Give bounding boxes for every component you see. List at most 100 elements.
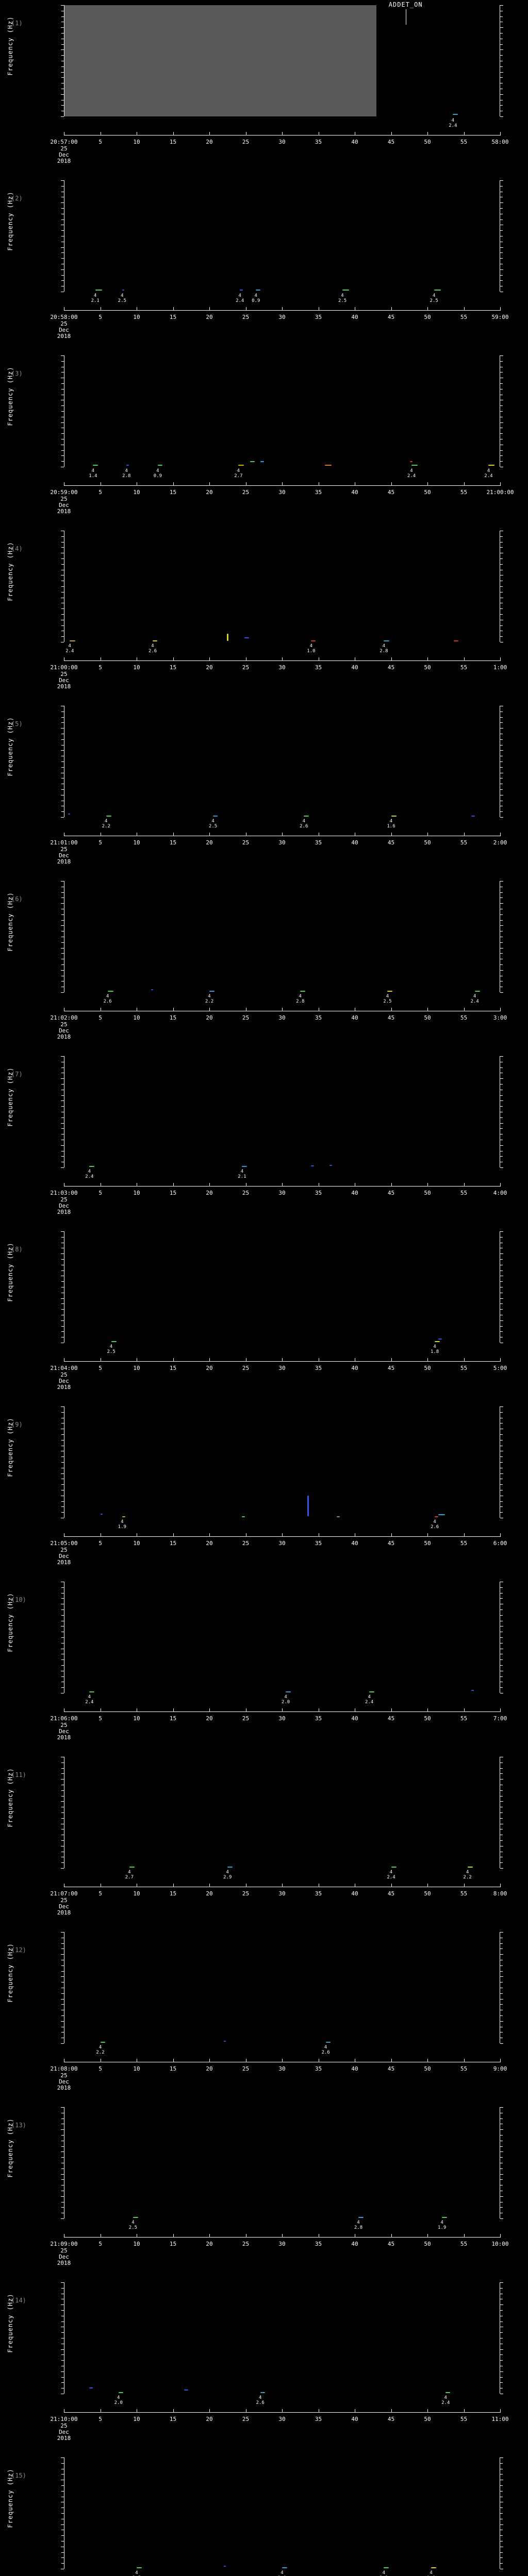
detection-count: 4 — [430, 2570, 433, 2575]
y-tick-major-right — [500, 247, 503, 248]
detection-count: 4 — [125, 468, 128, 473]
spectral-blob — [435, 1516, 439, 1518]
x-tick-label: 15 — [169, 664, 177, 671]
y-tick-minor-right — [500, 1484, 503, 1485]
spectral-blob — [89, 1165, 95, 1167]
y-tick-minor-right — [500, 1506, 503, 1507]
x-tick-label: 45 — [387, 1540, 395, 1547]
x-tick-label: 15 — [169, 839, 177, 846]
x-tick-label: 20 — [206, 139, 213, 145]
y-tick-major — [61, 1976, 64, 1977]
spectral-blob — [89, 2387, 93, 2389]
spectral-blob — [467, 1866, 473, 1868]
detection-count: 4 — [368, 1694, 371, 1700]
x-tick — [391, 1533, 392, 1537]
spectrogram-panel: 02004006008001000Frequency (Hz)(10)42.44… — [0, 1582, 528, 1757]
y-tick-minor — [61, 1462, 64, 1463]
x-axis-date: 25 Dec 2018 — [57, 671, 71, 690]
x-axis-date-part: Dec — [59, 502, 69, 509]
y-tick-minor-right — [500, 2288, 503, 2289]
x-tick — [209, 2234, 210, 2238]
x-tick-label: 5 — [98, 2416, 102, 2422]
spectrogram-panel: 02004006008001000Frequency (Hz)(1)42.420… — [0, 1, 528, 180]
x-tick — [209, 657, 210, 661]
x-tick-label: 30 — [278, 139, 286, 145]
x-tick-label: 35 — [315, 1014, 322, 1021]
x-tick — [427, 2059, 428, 2062]
y-tick-major-right — [500, 1954, 503, 1955]
x-tick — [209, 1183, 210, 1187]
detection-magnitude: 2.5 — [383, 999, 392, 1004]
y-tick-minor — [61, 44, 64, 45]
y-tick-minor-right — [500, 1462, 503, 1463]
x-tick-label: 30 — [278, 1190, 286, 1196]
x-axis-date-part: Dec — [59, 1553, 69, 1560]
detection-label: 4 2.8 — [122, 468, 130, 479]
y-tick-minor-right — [500, 1943, 503, 1944]
detection-count: 4 — [432, 293, 436, 298]
y-tick-major — [61, 1473, 64, 1474]
x-tick-label: 20 — [206, 489, 213, 496]
y-tick-minor — [61, 1773, 64, 1774]
y-tick-minor — [61, 1659, 64, 1660]
y-axis-title: Frequency (Hz) — [7, 892, 14, 952]
x-tick-label: 40 — [351, 314, 358, 320]
y-tick-minor-right — [500, 1512, 503, 1513]
x-axis-end-time: 58:00 — [491, 139, 509, 145]
x-tick-label: 25 — [242, 1715, 250, 1722]
y-tick-major-right — [500, 2107, 503, 2108]
plot-area — [64, 1932, 500, 2043]
spectral-blob — [411, 465, 418, 466]
spectral-blob — [100, 1514, 103, 1515]
y-tick-minor-right — [500, 2552, 503, 2553]
panel-index-label: (2) — [11, 195, 23, 202]
x-tick-label: 30 — [278, 664, 286, 671]
x-tick — [427, 657, 428, 661]
x-axis-start-time: 20:58:00 — [50, 314, 78, 320]
x-axis-date-part: 2018 — [57, 158, 71, 164]
x-tick — [173, 132, 174, 135]
detection-label: 4 2.0 — [114, 2395, 123, 2405]
x-tick-label: 30 — [278, 1365, 286, 1371]
spectral-blob — [307, 1495, 309, 1516]
x-tick — [282, 1008, 283, 1011]
spectral-blob — [224, 2565, 226, 2567]
y-tick-major — [61, 1167, 64, 1168]
spectral-blob — [137, 2567, 142, 2568]
y-tick-minor — [61, 564, 64, 565]
y-tick-major-right — [500, 2371, 503, 2372]
y-tick-minor-right — [500, 1768, 503, 1769]
x-tick-label: 35 — [315, 314, 322, 320]
y-tick-minor — [61, 2321, 64, 2322]
detection-count: 4 — [382, 643, 386, 649]
y-tick-minor-right — [500, 558, 503, 559]
y-tick-minor — [61, 614, 64, 615]
x-axis-date-part: 25 — [60, 1722, 68, 1728]
x-tick-label: 35 — [315, 1890, 322, 1897]
y-tick-major — [61, 2129, 64, 2130]
spectral-blob — [68, 813, 71, 815]
y-tick-major — [61, 881, 64, 882]
y-tick-minor-right — [500, 1309, 503, 1310]
x-axis-date-part: 25 — [60, 496, 68, 502]
detection-label: 4 2.7 — [234, 468, 242, 479]
detection-label: 4 2.4 — [484, 468, 492, 479]
y-tick-minor — [61, 2004, 64, 2005]
x-tick — [464, 1183, 465, 1187]
y-tick-major — [61, 2021, 64, 2022]
y-tick-minor-right — [500, 614, 503, 615]
detection-magnitude: 2.4 — [484, 473, 493, 479]
spectral-blob — [325, 465, 332, 466]
x-tick-label: 15 — [169, 139, 177, 145]
x-axis-date: 25 Dec 2018 — [57, 1897, 71, 1916]
x-tick-label: 40 — [351, 1014, 358, 1021]
y-tick-minor-right — [500, 1659, 503, 1660]
y-tick-major — [61, 116, 64, 117]
detection-count: 4 — [88, 1169, 91, 1174]
detection-magnitude: 2.8 — [380, 649, 388, 654]
x-axis-date-part: 2018 — [57, 1033, 71, 1040]
x-tick — [173, 1008, 174, 1011]
x-tick-label: 50 — [424, 1890, 431, 1897]
